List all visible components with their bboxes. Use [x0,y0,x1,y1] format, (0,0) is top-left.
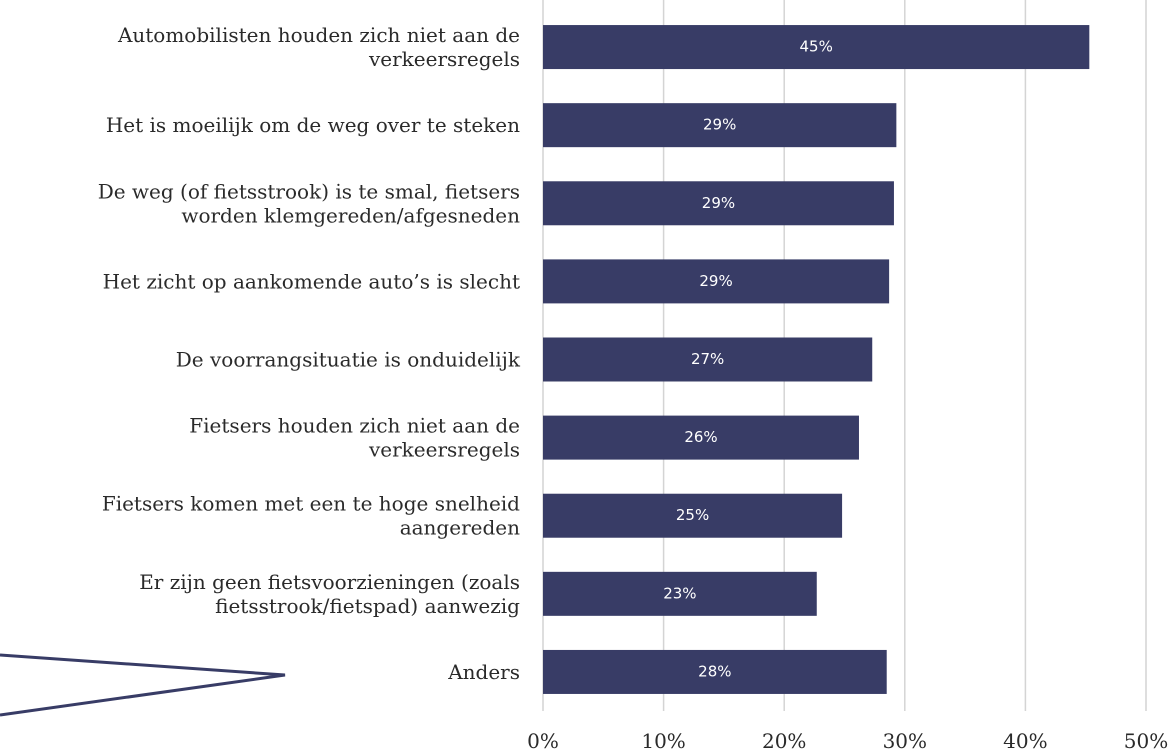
value-label: 29% [703,116,736,134]
value-label: 23% [663,584,696,602]
decoration [0,653,286,717]
bar [543,415,859,460]
category-label: Het zicht op aankomende auto’s is slecht [103,269,520,293]
bar [543,649,887,694]
category-label: Anders [447,660,520,684]
value-label: 29% [699,272,732,290]
bar [543,493,843,538]
x-tick-label: 30% [883,729,927,753]
value-label: 25% [676,506,709,524]
bar [543,181,894,226]
category-label: Fietsers houden zich niet aan de verkeers… [189,414,520,462]
x-tick-label: 20% [762,729,806,753]
value-label: 28% [698,662,731,680]
category-label: De voorrangsituatie is onduidelijk [176,348,521,372]
value-label: 27% [691,350,724,368]
bar [543,337,873,382]
category-label: Fietsers komen met een te hoge snelheid a… [102,492,520,540]
category-label: Automobilisten houden zich niet aan de ve… [117,23,520,71]
category-label: Het is moeilijk om de weg over te steken [106,113,520,137]
bar [543,259,890,304]
category-label: De weg (of fietsstrook) is te smal, fiet… [98,179,520,227]
bar [543,571,817,616]
x-tick-label: 10% [641,729,685,753]
x-tick-label: 50% [1124,729,1168,753]
value-label: 26% [684,428,717,446]
category-label: Er zijn geen fietsvoorzieningen (zoals fi… [139,570,520,618]
value-label: 29% [702,194,735,212]
x-tick-label: 40% [1003,729,1047,753]
value-label: 45% [799,38,832,56]
bar [543,25,1090,70]
x-tick-label: 0% [527,729,559,753]
bar [543,103,897,148]
